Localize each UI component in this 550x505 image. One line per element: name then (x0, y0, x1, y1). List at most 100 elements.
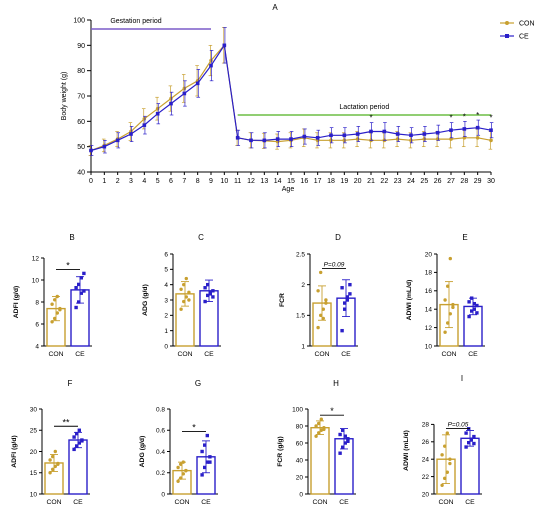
dot-point (184, 295, 188, 299)
dot-point (77, 300, 81, 304)
dot-point (346, 439, 350, 443)
dot-point (200, 449, 204, 454)
panel-f: F 10 15 20 25 30 ADFI (g/d) CON CE ** (11, 379, 90, 505)
category-label: CE (73, 499, 83, 505)
dot-point (321, 316, 325, 321)
dot-point (182, 282, 186, 287)
dot-point (443, 298, 447, 302)
y-tick-label: 0 (161, 491, 165, 498)
dot-point (340, 286, 344, 290)
dot-point (56, 462, 60, 466)
x-tick-label: 7 (182, 178, 186, 185)
y-tick-label: 2 (301, 282, 305, 289)
data-point (102, 144, 107, 149)
dot-point (341, 445, 345, 449)
dot-point (203, 443, 207, 447)
dot-point (319, 270, 323, 275)
dot-point (206, 293, 210, 298)
x-tick-label: 6 (169, 178, 173, 185)
x-tick-label: 9 (209, 178, 213, 185)
y-tick-label: 40 (296, 457, 304, 464)
data-point (382, 129, 387, 134)
dot-point (77, 428, 81, 432)
dot-point (203, 465, 207, 470)
dot-point (467, 440, 471, 445)
data-point (475, 136, 480, 140)
dot-point (206, 282, 210, 287)
dot-point (345, 295, 349, 299)
significance-mark: * (449, 114, 452, 123)
y-tick-label: 50 (77, 144, 85, 151)
significance-label: * (330, 406, 334, 416)
panel-letter: C (198, 233, 204, 242)
category-label: CE (468, 351, 478, 358)
data-point (489, 128, 493, 132)
dot-point (74, 286, 78, 290)
y-tick-label: 12 (32, 255, 40, 262)
dot-point (448, 457, 452, 461)
y-tick-label: 25 (30, 428, 38, 435)
dot-point (470, 296, 474, 300)
data-point (209, 58, 213, 63)
y-tick-label: 80 (296, 423, 304, 430)
y-tick-label: 100 (292, 406, 303, 413)
x-tick-label: 0 (89, 178, 93, 185)
x-tick-label: 10 (220, 178, 228, 185)
dot-point (475, 311, 479, 315)
bar-con (310, 427, 330, 495)
y-tick-label: 22 (422, 474, 430, 481)
panel-c: C 0 1 2 3 4 5 6 ADG (g/d) CON CE (142, 233, 221, 358)
dot-point (77, 282, 81, 287)
panel-letter: F (68, 379, 73, 388)
dot-point (179, 462, 183, 466)
significance-mark: * (463, 112, 466, 121)
dot-point (48, 458, 52, 462)
dot-point (348, 292, 352, 296)
data-point (409, 138, 413, 143)
y-tick-label: 0.4 (156, 449, 165, 456)
legend-marker (505, 34, 509, 38)
y-tick-label: 16 (425, 288, 433, 295)
dot-point (50, 320, 54, 324)
x-tick-label: 8 (196, 178, 200, 185)
dot-point (211, 289, 215, 293)
data-point (475, 125, 480, 130)
dot-point (176, 479, 180, 483)
significance-mark: * (489, 114, 492, 123)
x-tick-label: 2 (116, 178, 120, 185)
significance-label: P=0.09 (324, 261, 345, 268)
significance-label: * (66, 260, 70, 270)
dot-point (470, 309, 474, 313)
dot-point (445, 470, 449, 474)
period-label: Gestation period (110, 18, 161, 25)
data-point (395, 137, 400, 141)
y-tick-label: 100 (73, 18, 85, 25)
data-point (355, 137, 360, 141)
data-point (262, 138, 267, 143)
y-tick-label: 0 (164, 343, 168, 350)
y-tick-label: 24 (422, 457, 430, 464)
y-tick-label: 30 (30, 406, 38, 413)
dot-point (472, 441, 476, 446)
x-tick-label: 27 (447, 178, 455, 185)
dot-point (72, 447, 76, 452)
dot-point (184, 468, 188, 473)
dot-point (211, 295, 215, 299)
y-tick-label: 1.5 (296, 313, 305, 320)
y-tick-label: 12 (425, 325, 433, 332)
x-tick-label: 23 (394, 178, 402, 185)
dot-point (53, 298, 57, 302)
data-point (142, 117, 147, 121)
panel-a-letter: A (272, 3, 278, 12)
dot-point (469, 438, 473, 442)
dot-point (321, 307, 325, 311)
dot-point (446, 284, 450, 288)
y-axis-title: FCR (g/g) (277, 436, 284, 467)
y-tick-label: 4 (35, 343, 39, 350)
dot-point (182, 299, 186, 304)
y-tick-label: 15 (30, 470, 38, 477)
data-point (315, 136, 320, 140)
y-tick-label: 20 (30, 449, 38, 456)
